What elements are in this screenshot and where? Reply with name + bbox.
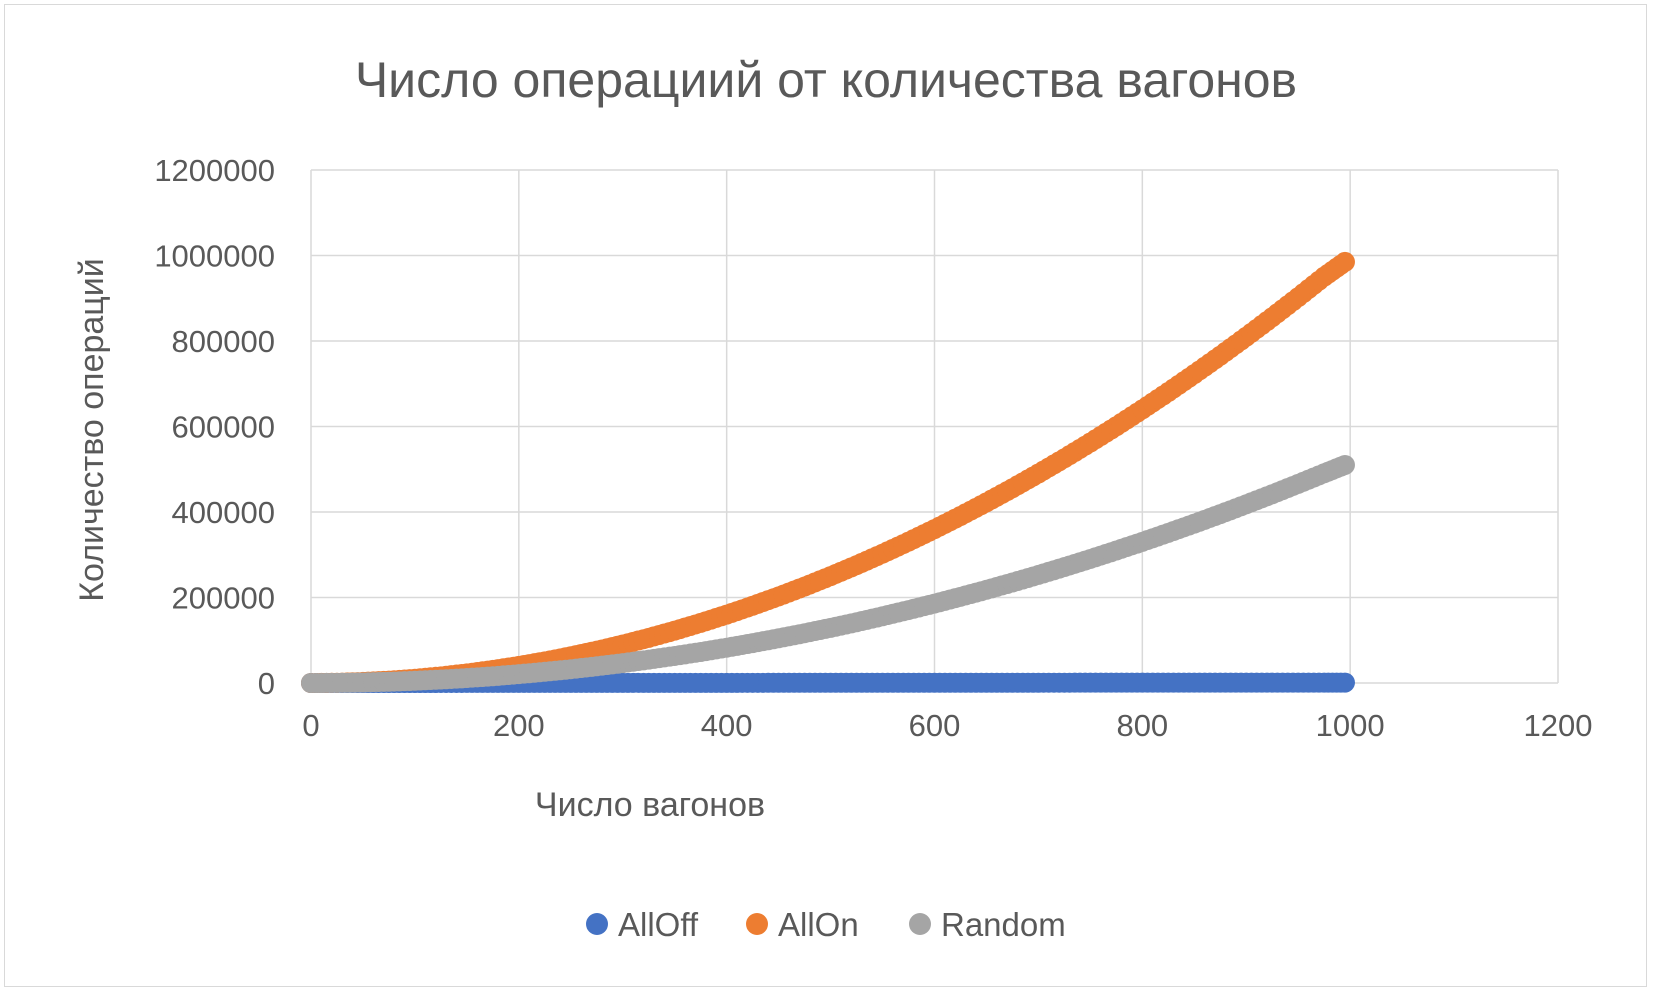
data-point [1334, 251, 1355, 272]
legend-marker-allon [746, 913, 768, 935]
x-tick-label: 400 [701, 708, 753, 743]
y-axis-ticks: 0 200000 400000 600000 800000 1000000 1200000 [154, 153, 275, 701]
legend-label-random: Random [941, 906, 1066, 943]
y-tick-label: 1200000 [154, 153, 275, 188]
x-tick-label: 1200 [1524, 708, 1593, 743]
y-tick-label: 0 [258, 666, 275, 701]
y-tick-label: 600000 [172, 410, 275, 445]
series-random [301, 454, 1355, 693]
legend: AllOff AllOn Random [586, 906, 1066, 943]
legend-label-allon: AllOn [778, 906, 859, 943]
x-tick-label: 1000 [1316, 708, 1385, 743]
y-tick-label: 200000 [172, 581, 275, 616]
y-tick-label: 800000 [172, 324, 275, 359]
data-point [1334, 454, 1355, 475]
plot-series [301, 251, 1355, 693]
x-axis-ticks: 0 200 400 600 800 1000 1200 [302, 708, 1592, 743]
legend-marker-alloff [586, 913, 608, 935]
x-axis-title: Число вагонов [535, 786, 765, 824]
chart-title: Число операциий от количества вагонов [355, 52, 1297, 108]
x-tick-label: 600 [909, 708, 961, 743]
x-tick-label: 0 [302, 708, 319, 743]
y-axis-title: Количество операций [73, 258, 111, 602]
y-tick-label: 1000000 [154, 239, 275, 274]
x-tick-label: 200 [493, 708, 545, 743]
data-point [1334, 672, 1355, 693]
y-tick-label: 400000 [172, 495, 275, 530]
x-tick-label: 800 [1116, 708, 1168, 743]
legend-label-alloff: AllOff [618, 906, 699, 943]
legend-marker-random [909, 913, 931, 935]
chart-frame [4, 4, 1647, 987]
